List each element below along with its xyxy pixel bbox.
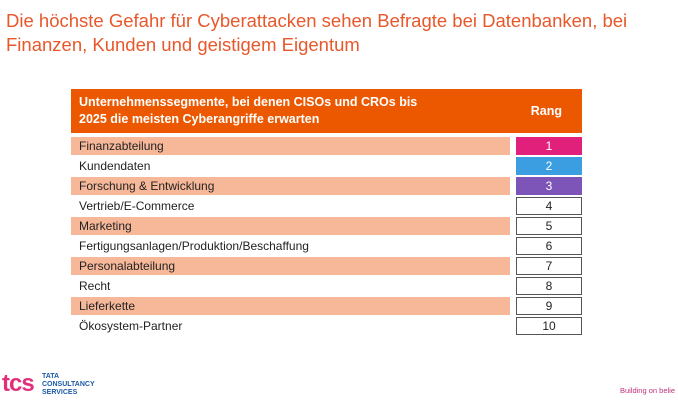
table-header-title: Unternehmenssegmente, bei denen CISOs un… <box>79 94 499 128</box>
tcs-logo: tcs TATA CONSULTANCY SERVICES <box>2 370 122 400</box>
segment-label: Recht <box>79 279 111 293</box>
rank-cell: 3 <box>516 177 582 195</box>
segment-label: Fertigungsanlagen/Produktion/Beschaffung <box>79 239 309 253</box>
segment-label: Kundendaten <box>79 159 151 173</box>
tcs-logo-mark: tcs <box>2 370 35 397</box>
segment-label: Finanzabteilung <box>71 137 510 155</box>
segment-label: Lieferkette <box>71 297 510 315</box>
segment-label: Forschung & Entwicklung <box>71 177 510 195</box>
rank-cell: 4 <box>516 197 582 215</box>
logo-line-3: SERVICES <box>42 389 78 396</box>
slide-title: Die höchste Gefahr für Cyberattacken seh… <box>6 10 628 55</box>
rank-column-header: Rang <box>530 104 562 118</box>
table-header-line-2: 2025 die meisten Cyberangriffe erwarten <box>79 112 320 126</box>
rank-cell: 8 <box>516 277 582 295</box>
rank-cell: 5 <box>516 217 582 235</box>
rank-cell: 10 <box>516 317 582 335</box>
table-header: Unternehmenssegmente, bei denen CISOs un… <box>71 89 582 133</box>
rank-cell: 6 <box>516 237 582 255</box>
rank-cell: 9 <box>516 297 582 315</box>
logo-line-1: TATA <box>42 373 60 380</box>
footer-tagline: Building on belie <box>619 386 675 395</box>
rank-cell: 7 <box>516 257 582 275</box>
segment-label: Ökosystem-Partner <box>79 319 183 333</box>
rank-cell: 2 <box>516 157 582 175</box>
logo-line-2: CONSULTANCY <box>42 381 95 388</box>
segment-label: Vertrieb/E-Commerce <box>79 199 195 213</box>
rank-cell: 1 <box>516 137 582 155</box>
tcs-logo-wordmark: TATA CONSULTANCY SERVICES <box>42 373 95 397</box>
segment-label: Personalabteilung <box>71 257 510 275</box>
segment-label: Marketing <box>71 217 510 235</box>
table-header-line-1: Unternehmenssegmente, bei denen CISOs un… <box>79 95 418 109</box>
